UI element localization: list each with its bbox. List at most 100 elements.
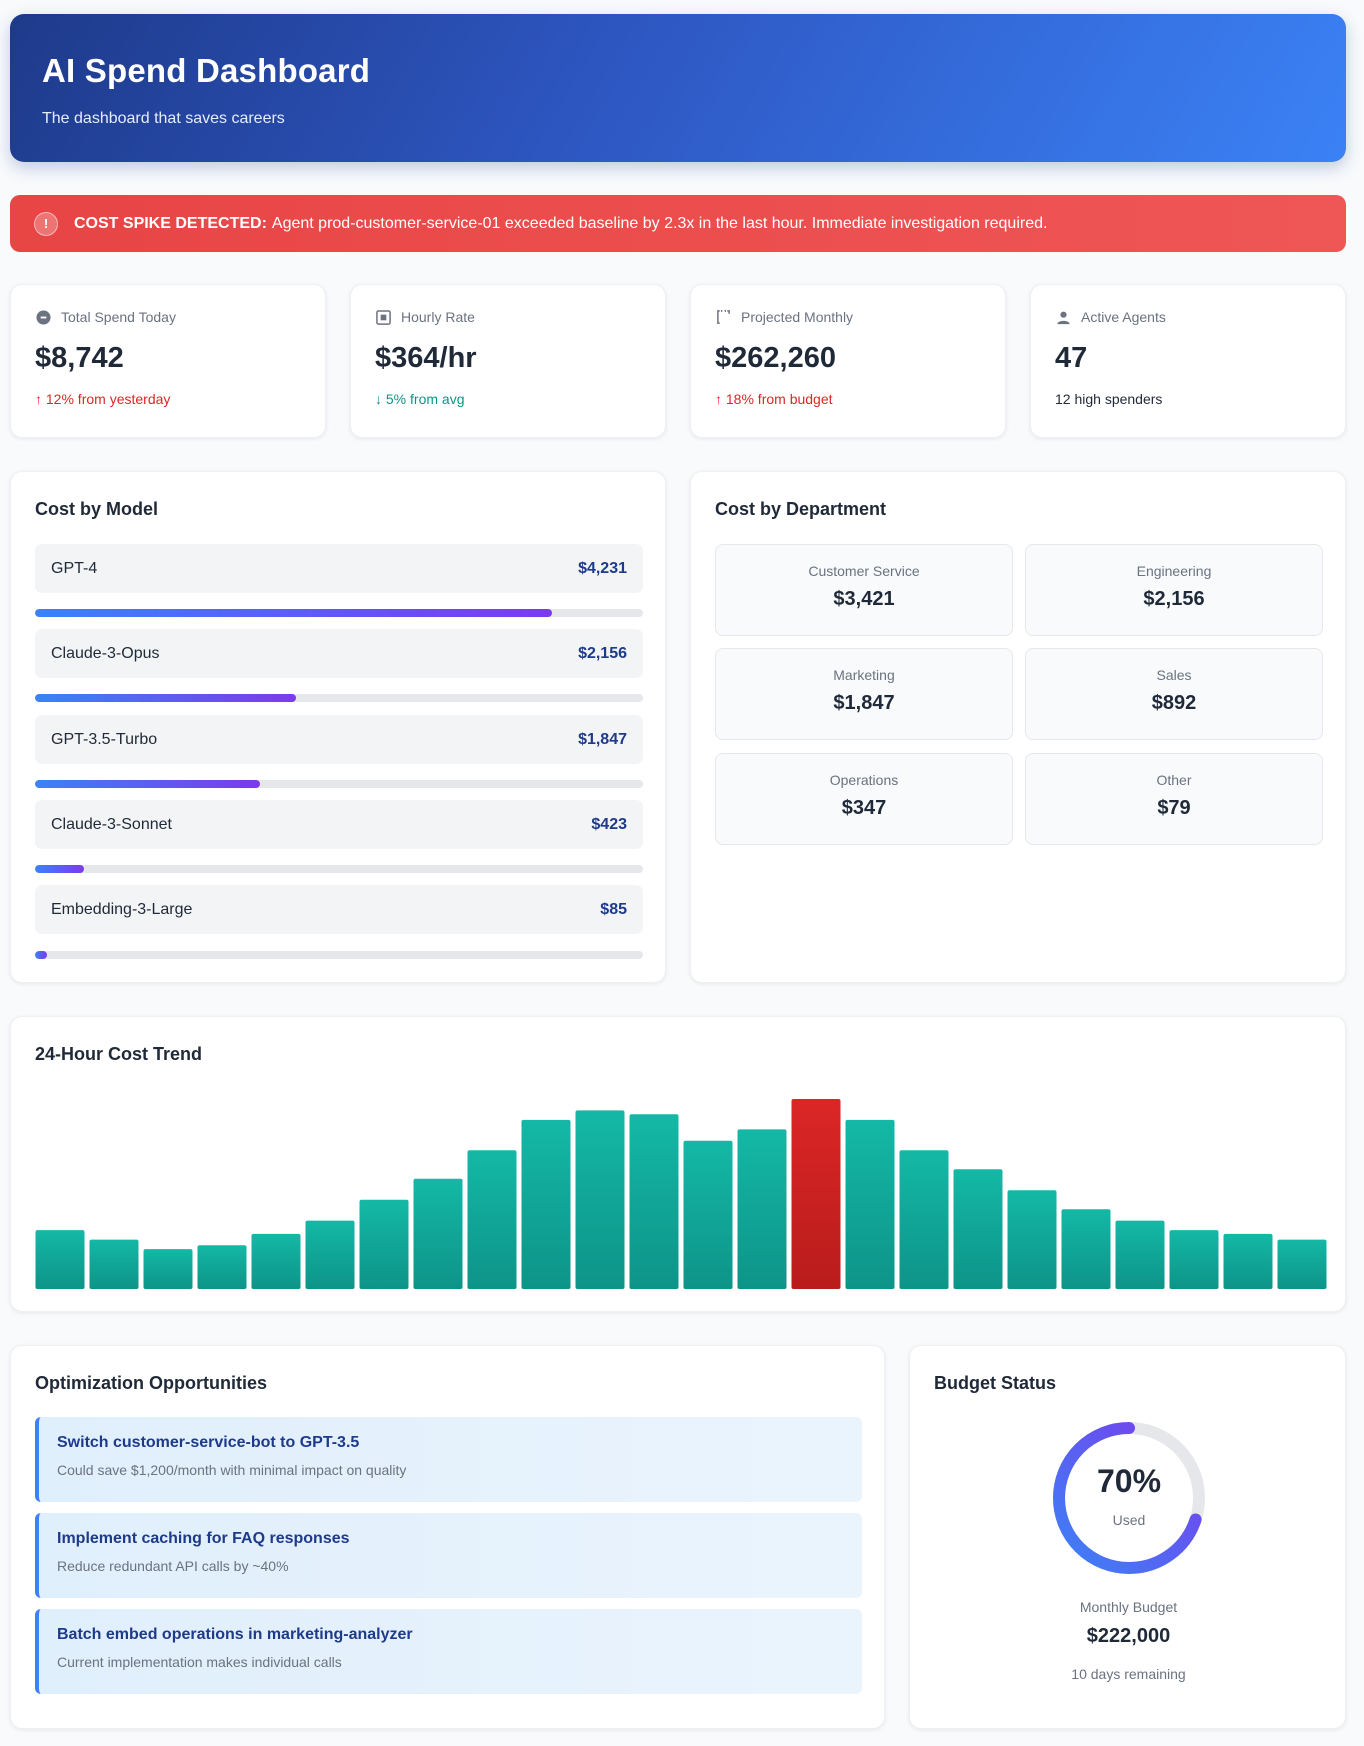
model-progress-fill <box>35 865 84 873</box>
model-name: Embedding-3-Large <box>51 900 193 918</box>
trend-bar <box>413 1178 463 1289</box>
department-cost: $79 <box>1157 797 1191 819</box>
trend-bar <box>251 1233 301 1289</box>
trend-bar-spike <box>791 1099 841 1289</box>
trend-bar <box>143 1249 193 1289</box>
section-title: Cost by Model <box>35 499 159 519</box>
model-cost: $2,156 <box>578 644 627 662</box>
trend-bar <box>1061 1209 1111 1289</box>
page-subtitle: The dashboard that saves careers <box>42 110 285 127</box>
department-tile: Marketing $1,847 <box>715 648 1013 740</box>
department-cost: $1,847 <box>833 692 895 714</box>
stat-change: ↑ 12% from yesterday <box>35 391 171 407</box>
timer-icon <box>375 309 391 325</box>
model-name: GPT-4 <box>51 559 98 577</box>
optimization-card: Optimization Opportunities Switch custom… <box>10 1345 885 1729</box>
alert-label: COST SPIKE DETECTED: <box>74 214 267 232</box>
department-tile: Customer Service $3,421 <box>715 544 1013 636</box>
trend-bar <box>1223 1233 1273 1289</box>
model-cost: $4,231 <box>578 559 627 577</box>
section-title: Optimization Opportunities <box>35 1373 267 1393</box>
optimization-description: Reduce redundant API calls by ~40% <box>57 1558 289 1574</box>
page-title: AI Spend Dashboard <box>42 52 371 89</box>
department-tile: Sales $892 <box>1025 648 1323 740</box>
model-progress-fill <box>35 694 297 702</box>
optimization-description: Current implementation makes individual … <box>57 1654 342 1670</box>
chart-title: 24-Hour Cost Trend <box>35 1044 203 1064</box>
model-row: Embedding-3-Large $85 <box>35 885 643 934</box>
department-cost: $3,421 <box>833 588 895 610</box>
trend-bar <box>467 1150 517 1289</box>
budget-ring-progress <box>1053 1422 1205 1574</box>
optimization-item[interactable]: Switch customer-service-bot to GPT-3.5 C… <box>35 1417 862 1502</box>
trend-bar <box>89 1239 139 1289</box>
optimization-item[interactable]: Implement caching for FAQ responses Redu… <box>35 1513 862 1598</box>
stat-label: Active Agents <box>1081 309 1166 325</box>
dollar-coin-icon <box>35 309 51 325</box>
budget-used-label: Used <box>1112 1512 1146 1528</box>
stat-change: 12 high spenders <box>1055 391 1163 407</box>
stat-change: ↑ 18% from budget <box>715 391 833 407</box>
model-progress-track <box>35 609 643 617</box>
stat-label: Projected Monthly <box>741 309 854 325</box>
stat-card-total-spend: Total Spend Today $8,742 ↑ 12% from yest… <box>10 284 326 438</box>
section-title: Budget Status <box>934 1373 1057 1393</box>
dashboard-header: AI Spend Dashboard The dashboard that sa… <box>10 14 1346 162</box>
stat-value: $262,260 <box>715 342 836 374</box>
stat-card-hourly-rate: Hourly Rate $364/hr ↓ 5% from avg <box>350 284 666 438</box>
department-name: Other <box>1156 772 1192 788</box>
trend-bar <box>1007 1190 1057 1289</box>
calendar-icon <box>715 309 731 325</box>
model-cost: $423 <box>591 815 627 833</box>
trend-bar <box>899 1150 949 1289</box>
model-cost: $85 <box>600 900 627 918</box>
department-name: Sales <box>1156 667 1192 683</box>
trend-bar <box>35 1230 85 1289</box>
stat-change: ↓ 5% from avg <box>375 391 465 407</box>
trend-bar <box>1277 1239 1327 1289</box>
trend-bar <box>683 1140 733 1289</box>
trend-bar <box>737 1129 787 1289</box>
department-cost: $892 <box>1151 692 1197 714</box>
trend-bar <box>575 1110 625 1289</box>
model-row: Claude-3-Opus $2,156 <box>35 629 643 678</box>
model-name: GPT-3.5-Turbo <box>51 730 158 748</box>
trend-bar <box>521 1119 571 1289</box>
stat-card-projected-monthly: Projected Monthly $262,260 ↑ 18% from bu… <box>690 284 1006 438</box>
model-name: Claude-3-Opus <box>51 644 160 662</box>
trend-bar <box>305 1220 355 1289</box>
department-cost: $347 <box>841 797 887 819</box>
budget-ring <box>1053 1422 1205 1574</box>
trend-bar <box>629 1114 679 1289</box>
model-progress-fill <box>35 780 260 788</box>
model-progress-track <box>35 694 643 702</box>
department-name: Marketing <box>833 667 895 683</box>
model-name: Claude-3-Sonnet <box>51 815 172 833</box>
optimization-description: Could save $1,200/month with minimal imp… <box>57 1462 407 1478</box>
exclamation-icon: ! <box>34 211 58 236</box>
department-name: Operations <box>829 772 899 788</box>
days-remaining: 10 days remaining <box>1071 1666 1186 1682</box>
stat-value: $8,742 <box>35 342 124 374</box>
trend-bar <box>359 1199 409 1289</box>
model-progress-track <box>35 780 643 788</box>
department-tile: Operations $347 <box>715 753 1013 845</box>
cost-by-model-card: Cost by Model GPT-4 $4,231 Claude-3-Opus… <box>10 471 666 983</box>
cost-trend-chart <box>35 1099 1327 1289</box>
model-row: Claude-3-Sonnet $423 <box>35 800 643 849</box>
department-name: Engineering <box>1136 563 1212 579</box>
user-icon <box>1055 309 1071 325</box>
cost-spike-alert: ! COST SPIKE DETECTED: Agent prod-custom… <box>10 195 1346 252</box>
budget-status-card: Budget Status 70% Used Monthly Budget $2… <box>909 1345 1346 1729</box>
model-row: GPT-4 $4,231 <box>35 544 643 593</box>
stat-label: Hourly Rate <box>401 309 475 325</box>
stat-value: 47 <box>1055 342 1088 374</box>
optimization-title: Implement caching for FAQ responses <box>57 1530 350 1547</box>
section-title: Cost by Department <box>715 499 887 519</box>
budget-percent: 70% <box>1096 1463 1162 1499</box>
department-tile: Engineering $2,156 <box>1025 544 1323 636</box>
optimization-item[interactable]: Batch embed operations in marketing-anal… <box>35 1609 862 1694</box>
trend-bar <box>845 1119 895 1289</box>
model-cost: $1,847 <box>578 730 627 748</box>
optimization-title: Switch customer-service-bot to GPT-3.5 <box>57 1434 360 1451</box>
